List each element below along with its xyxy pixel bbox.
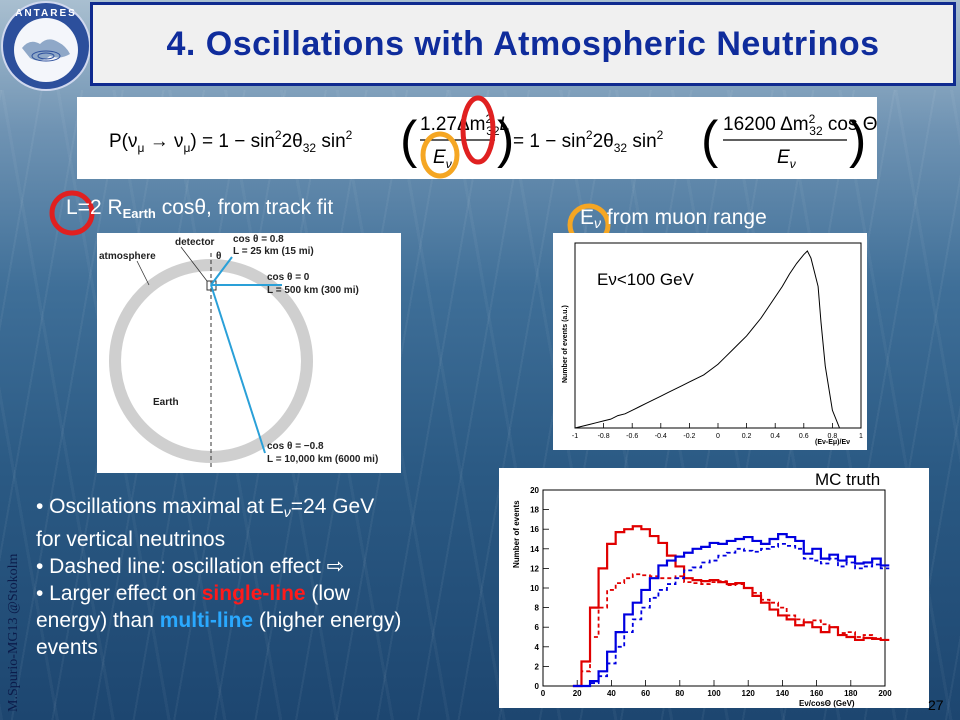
mc-truth-chart: Number of events Eν/cosΘ (GeV) 0 20 40 60 80… [512, 486, 892, 708]
cos-0-length: L = 500 km (300 mi) [267, 285, 359, 296]
bullet-1-line2: for vertical neutrinos [36, 528, 226, 551]
chart2-x-tick-label: 180 [844, 689, 858, 698]
chart2-series-1 [572, 573, 890, 687]
chart1-series-line [574, 250, 843, 429]
chart2-x-tick-label: 60 [641, 689, 650, 698]
chart2-x-tick-label: 160 [810, 689, 824, 698]
energy-label: Eν from muon range [580, 206, 767, 231]
chart2-y-tick-label: 16 [530, 525, 539, 534]
chart1-x-tick-label: 0.4 [770, 433, 780, 440]
oscillation-formula: P(νμ → νμ) = 1 − sin22θ32 sin2 ( 1.27Δm2… [109, 111, 878, 171]
chart1-x-tick-label: -0.4 [655, 433, 667, 440]
chart2-y-tick-label: 12 [530, 564, 539, 573]
chart1-x-tick-label: -0.6 [626, 433, 638, 440]
bullet-2: • Dashed line: oscillation effect ⇨ [36, 555, 345, 578]
bullet-list: • Oscillations maximal at Eν=24 GeV for … [36, 493, 506, 661]
atmosphere-label: atmosphere [99, 251, 156, 262]
chart2-y-tick-label: 10 [530, 584, 539, 593]
svg-text:Eν: Eν [777, 147, 796, 171]
chart2-series-3 [572, 543, 890, 687]
chart1-x-tick-label: 0.2 [742, 433, 752, 440]
mc-truth-label: MC truth [815, 470, 881, 489]
cos-0-label: cos θ = 0 [267, 272, 310, 283]
earth-diagram: detector atmosphere Earth cos θ = 0.8 L … [99, 234, 378, 469]
earth-label: Earth [153, 397, 179, 408]
chart2-frame [542, 489, 886, 687]
bullet-3-line2: energy) than multi-line (higher energy) [36, 609, 402, 632]
energy-resolution-panel: Eν<100 GeV Number of events (a.u.) (Eν-E… [553, 233, 867, 450]
cos-neg08-length: L = 10,000 km (6000 mi) [267, 454, 378, 465]
chart2-y-tick-label: 6 [535, 623, 540, 632]
title-bar: 4. Oscillations with Atmospheric Neutrin… [90, 2, 956, 86]
chart1-x-tick-label: -1 [572, 433, 578, 440]
antares-logo: ANTARES [1, 1, 91, 91]
chart2-series-0 [572, 525, 890, 688]
chart1-ylabel: Number of events (a.u.) [562, 305, 569, 383]
page-number: 27 [928, 697, 944, 713]
bullet-1: • Oscillations maximal at Eν=24 GeV [36, 495, 375, 520]
chart1-x-tick-label: 0 [716, 433, 720, 440]
chart1-xlabel: (Eν-Eμ)/Eν [815, 439, 850, 446]
bullet-3-line3: events [36, 636, 98, 659]
chart2-x-tick-label: 200 [878, 689, 892, 698]
chart2-y-tick-label: 20 [530, 486, 539, 495]
formula-panel: P(νμ → νμ) = 1 − sin22θ32 sin2 ( 1.27Δm2… [77, 97, 878, 179]
svg-text:): ) [849, 111, 866, 169]
svg-text:): ) [497, 111, 514, 169]
chart2-y-tick-label: 0 [535, 682, 540, 691]
chart2-x-tick-label: 0 [541, 689, 546, 698]
svg-text:P(νμ → νμ) = 1 − sin22θ32 sin2: P(νμ → νμ) = 1 − sin22θ32 sin2 [109, 128, 353, 155]
length-label: L=2 REarth cosθ, from track fit [66, 196, 334, 221]
chart2-ylabel: Number of events [512, 500, 521, 568]
cos-neg08-label: cos θ = −0.8 [267, 441, 324, 452]
earth-diagram-panel: detector atmosphere Earth cos θ = 0.8 L … [97, 233, 401, 473]
chart2-series-2 [572, 533, 890, 688]
chart2-y-tick-label: 14 [530, 545, 539, 554]
cos-08-length: L = 25 km (15 mi) [233, 246, 314, 257]
page-title: 4. Oscillations with Atmospheric Neutrin… [166, 24, 880, 63]
chart2-x-tick-label: 140 [776, 689, 790, 698]
chart1-x-tick-label: -0.2 [683, 433, 695, 440]
chart2-x-tick-label: 100 [707, 689, 721, 698]
svg-text:Eν: Eν [433, 147, 452, 171]
chart1-x-tick-label: 0.6 [799, 433, 809, 440]
chart1-annotation: Eν<100 GeV [597, 270, 695, 289]
theta-label: θ [216, 251, 221, 262]
chart1-x-tick-label: 0.8 [828, 433, 838, 440]
logo-text: ANTARES [15, 8, 77, 19]
chart1-x-tick-label: 1 [859, 433, 863, 440]
author-footer: M.Spurio-MG13 @Stokolm [6, 553, 21, 712]
chart2-x-tick-label: 40 [607, 689, 616, 698]
cos-08-label: cos θ = 0.8 [233, 234, 284, 245]
chart2-x-tick-label: 120 [742, 689, 756, 698]
chart2-y-tick-label: 8 [535, 604, 540, 613]
svg-text:(: ( [400, 111, 418, 169]
energy-resolution-chart: Eν<100 GeV Number of events (a.u.) (Eν-E… [562, 242, 863, 446]
chart2-y-tick-label: 4 [535, 643, 540, 652]
detector-label: detector [175, 237, 215, 248]
chart2-y-tick-label: 18 [530, 506, 539, 515]
mc-truth-panel: Number of events Eν/cosΘ (GeV) 0 20 40 60 80… [499, 468, 929, 708]
chart2-y-tick-label: 2 [535, 662, 540, 671]
chart2-x-tick-label: 80 [675, 689, 684, 698]
chart1-x-tick-label: -0.8 [598, 433, 610, 440]
bullet-3: • Larger effect on single-line (low [36, 582, 350, 605]
svg-text:= 1 − sin22θ32 sin2: = 1 − sin22θ32 sin2 [513, 128, 664, 155]
chart2-x-tick-label: 20 [573, 689, 582, 698]
chart2-xlabel: Eν/cosΘ (GeV) [799, 699, 855, 708]
svg-text:(: ( [701, 111, 719, 169]
